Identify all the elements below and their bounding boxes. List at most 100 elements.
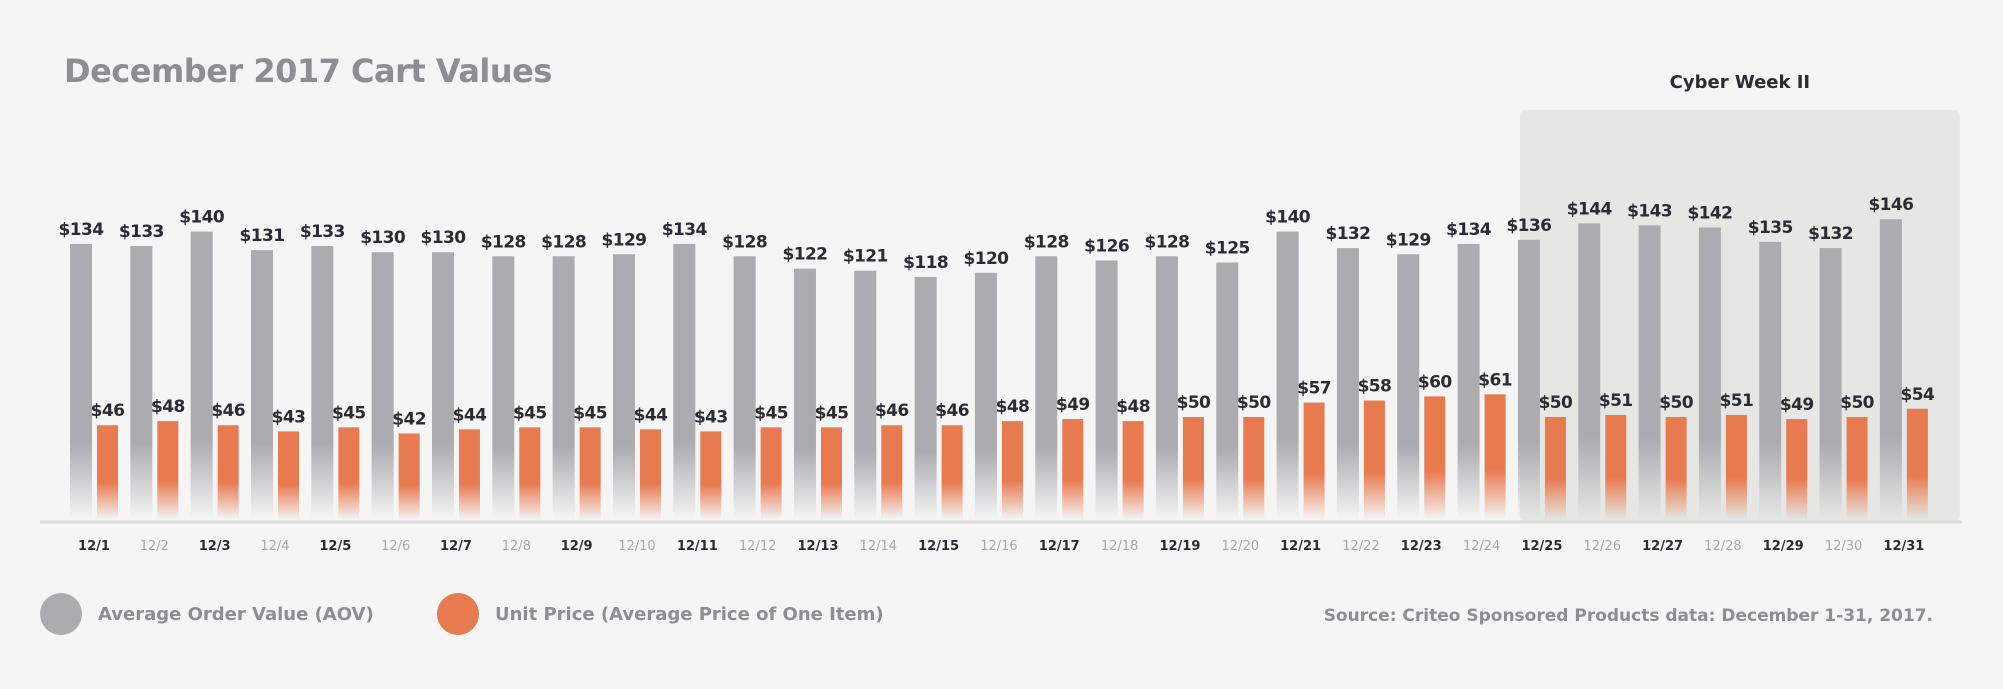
label-aov-12/26: $144: [1567, 199, 1613, 219]
tick-label-12/8: 12/8: [502, 539, 531, 554]
tick-label-12/4: 12/4: [260, 539, 289, 554]
label-unit-price-12/20: $50: [1237, 393, 1271, 413]
tick-label-12/22: 12/22: [1342, 539, 1379, 554]
bar-unit-price-12/13: [820, 427, 842, 520]
bar-unit-price-12/4: [277, 431, 299, 520]
label-unit-price-12/26: $51: [1599, 391, 1633, 411]
bar-unit-price-12/28: [1725, 414, 1747, 520]
label-unit-price-12/11: $43: [694, 407, 728, 427]
bar-aov-12/17: [1035, 256, 1058, 520]
label-unit-price-12/28: $51: [1720, 391, 1754, 411]
bar-aov-12/25: [1517, 239, 1540, 520]
label-aov-12/27: $143: [1627, 201, 1672, 221]
bar-aov-12/3: [190, 231, 213, 520]
legend-item-aov: Average Order Value (AOV): [40, 593, 374, 635]
bar-unit-price-12/31: [1906, 408, 1928, 520]
label-unit-price-12/24: $61: [1478, 370, 1512, 390]
bar-unit-price-12/9: [579, 427, 601, 520]
label-aov-12/13: $122: [782, 245, 827, 265]
label-aov-12/10: $129: [602, 230, 647, 250]
label-unit-price-12/9: $45: [573, 403, 607, 423]
label-aov-12/24: $134: [1446, 220, 1492, 240]
label-unit-price-12/31: $54: [1901, 385, 1935, 405]
tick-label-12/27: 12/27: [1642, 539, 1683, 554]
bar-aov-12/5: [311, 246, 334, 520]
label-aov-12/17: $128: [1024, 232, 1069, 252]
bar-unit-price-12/23: [1424, 396, 1446, 520]
label-unit-price-12/2: $48: [151, 397, 185, 417]
label-aov-12/6: $130: [360, 228, 406, 248]
bar-aov-12/27: [1638, 225, 1661, 521]
tick-label-12/30: 12/30: [1825, 539, 1862, 554]
label-aov-12/18: $126: [1084, 236, 1129, 256]
label-unit-price-12/15: $46: [935, 401, 969, 421]
label-aov-12/8: $128: [481, 232, 526, 252]
label-aov-12/7: $130: [421, 228, 467, 248]
bar-aov-12/15: [914, 276, 937, 520]
label-aov-12/19: $128: [1144, 232, 1189, 252]
tick-label-12/11: 12/11: [677, 539, 718, 554]
label-unit-price-12/27: $50: [1659, 393, 1693, 413]
label-unit-price-12/10: $44: [634, 405, 668, 425]
label-unit-price-12/23: $60: [1418, 372, 1452, 392]
label-aov-12/29: $135: [1748, 218, 1793, 238]
tick-label-12/2: 12/2: [140, 539, 169, 554]
label-unit-price-12/1: $46: [91, 401, 125, 421]
label-aov-12/21: $140: [1265, 208, 1311, 228]
tick-label-12/12: 12/12: [739, 539, 776, 554]
bar-aov-12/22: [1336, 248, 1359, 520]
label-aov-12/11: $134: [662, 220, 708, 240]
bar-unit-price-12/22: [1363, 400, 1385, 520]
bar-unit-price-12/1: [97, 425, 118, 520]
label-unit-price-12/14: $46: [875, 401, 909, 421]
bar-unit-price-12/30: [1846, 417, 1868, 520]
tick-label-12/17: 12/17: [1039, 539, 1080, 554]
tick-label-12/14: 12/14: [860, 539, 897, 554]
label-unit-price-12/5: $45: [332, 403, 366, 423]
bar-unit-price-12/8: [519, 427, 541, 520]
label-aov-12/16: $120: [963, 249, 1009, 269]
label-aov-12/20: $125: [1205, 239, 1250, 259]
bar-aov-12/23: [1397, 254, 1420, 520]
bar-unit-price-12/7: [458, 429, 480, 520]
label-unit-price-12/21: $57: [1297, 379, 1331, 399]
bar-unit-price-12/14: [881, 425, 903, 520]
legend-swatch-gray: [40, 593, 82, 635]
bar-unit-price-12/21: [1303, 402, 1325, 520]
label-aov-12/5: $133: [300, 222, 345, 242]
bar-aov-12/2: [130, 246, 153, 520]
label-aov-12/15: $118: [903, 253, 948, 273]
tick-label-12/18: 12/18: [1101, 539, 1138, 554]
label-unit-price-12/29: $49: [1780, 395, 1814, 415]
label-unit-price-12/6: $42: [392, 409, 426, 429]
label-unit-price-12/25: $50: [1539, 393, 1573, 413]
label-aov-12/23: $129: [1386, 230, 1431, 250]
bar-aov-12/18: [1095, 260, 1118, 520]
label-unit-price-12/19: $50: [1177, 393, 1211, 413]
bar-aov-12/11: [673, 243, 696, 520]
tick-label-12/25: 12/25: [1521, 539, 1562, 554]
label-aov-12/1: $134: [59, 220, 105, 240]
highlight-label: Cyber Week II: [1670, 72, 1810, 93]
bar-unit-price-12/15: [941, 425, 963, 520]
bar-aov-12/30: [1819, 248, 1842, 520]
bar-unit-price-12/17: [1062, 419, 1084, 520]
label-unit-price-12/17: $49: [1056, 395, 1090, 415]
bar-aov-12/31: [1879, 219, 1902, 521]
label-aov-12/2: $133: [119, 222, 164, 242]
tick-label-12/19: 12/19: [1159, 539, 1200, 554]
label-aov-12/9: $128: [541, 232, 586, 252]
bar-aov-12/14: [854, 270, 877, 520]
label-aov-12/31: $146: [1868, 195, 1913, 215]
bar-aov-12/24: [1457, 243, 1480, 520]
label-aov-12/28: $142: [1687, 203, 1732, 223]
tick-label-12/21: 12/21: [1280, 539, 1321, 554]
label-unit-price-12/3: $46: [211, 401, 245, 421]
tick-label-12/29: 12/29: [1763, 539, 1804, 554]
label-unit-price-12/7: $44: [453, 405, 487, 425]
label-unit-price-12/16: $48: [996, 397, 1030, 417]
bar-aov-12/12: [733, 256, 756, 520]
bar-unit-price-12/18: [1122, 421, 1144, 520]
bar-unit-price-12/11: [700, 431, 722, 520]
